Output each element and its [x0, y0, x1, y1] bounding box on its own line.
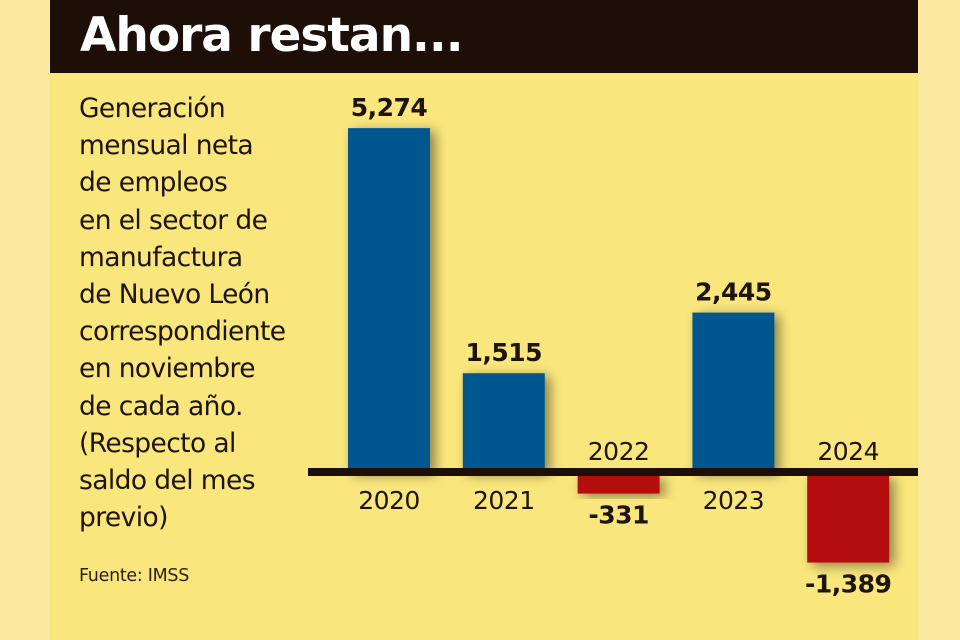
chart-title: Ahora restan...: [80, 8, 464, 63]
chart-description: Generación mensual neta de empleos en el se…: [79, 90, 329, 536]
category-label: 2020: [358, 486, 420, 515]
header-bar: Ahora restan...: [50, 0, 918, 73]
source-note: Fuente: IMSS: [79, 566, 190, 586]
description-line: mensual neta: [79, 130, 254, 162]
bar-2023: [692, 312, 775, 472]
category-label: 2022: [588, 437, 650, 466]
bar-2021: [462, 373, 545, 472]
bar-2020: [348, 128, 430, 472]
description-line: correspondiente: [79, 316, 286, 348]
description-line: saldo del mes: [79, 465, 256, 497]
category-label: 2021: [473, 486, 535, 515]
value-label: -1,389: [805, 570, 891, 599]
description-line: de empleos: [79, 167, 228, 199]
bar-2024: [807, 476, 890, 563]
value-label: 1,515: [466, 338, 543, 367]
description-line: Generación: [79, 93, 226, 124]
description-line: en el sector de: [79, 204, 268, 236]
description-line: manufactura: [79, 241, 243, 273]
bar-2022: [577, 476, 660, 494]
description-line: de Nuevo León: [79, 279, 270, 311]
category-label: 2024: [817, 437, 879, 466]
value-label: 5,274: [351, 93, 428, 122]
description-line: previo): [79, 502, 168, 534]
description-line: (Respecto al: [79, 427, 236, 459]
description-line: en noviembre: [79, 353, 256, 385]
value-label: -331: [588, 501, 649, 530]
zero-baseline: [308, 468, 918, 476]
value-label: 2,445: [695, 278, 772, 307]
description-line: de cada año.: [79, 390, 243, 422]
category-label: 2023: [703, 486, 765, 515]
